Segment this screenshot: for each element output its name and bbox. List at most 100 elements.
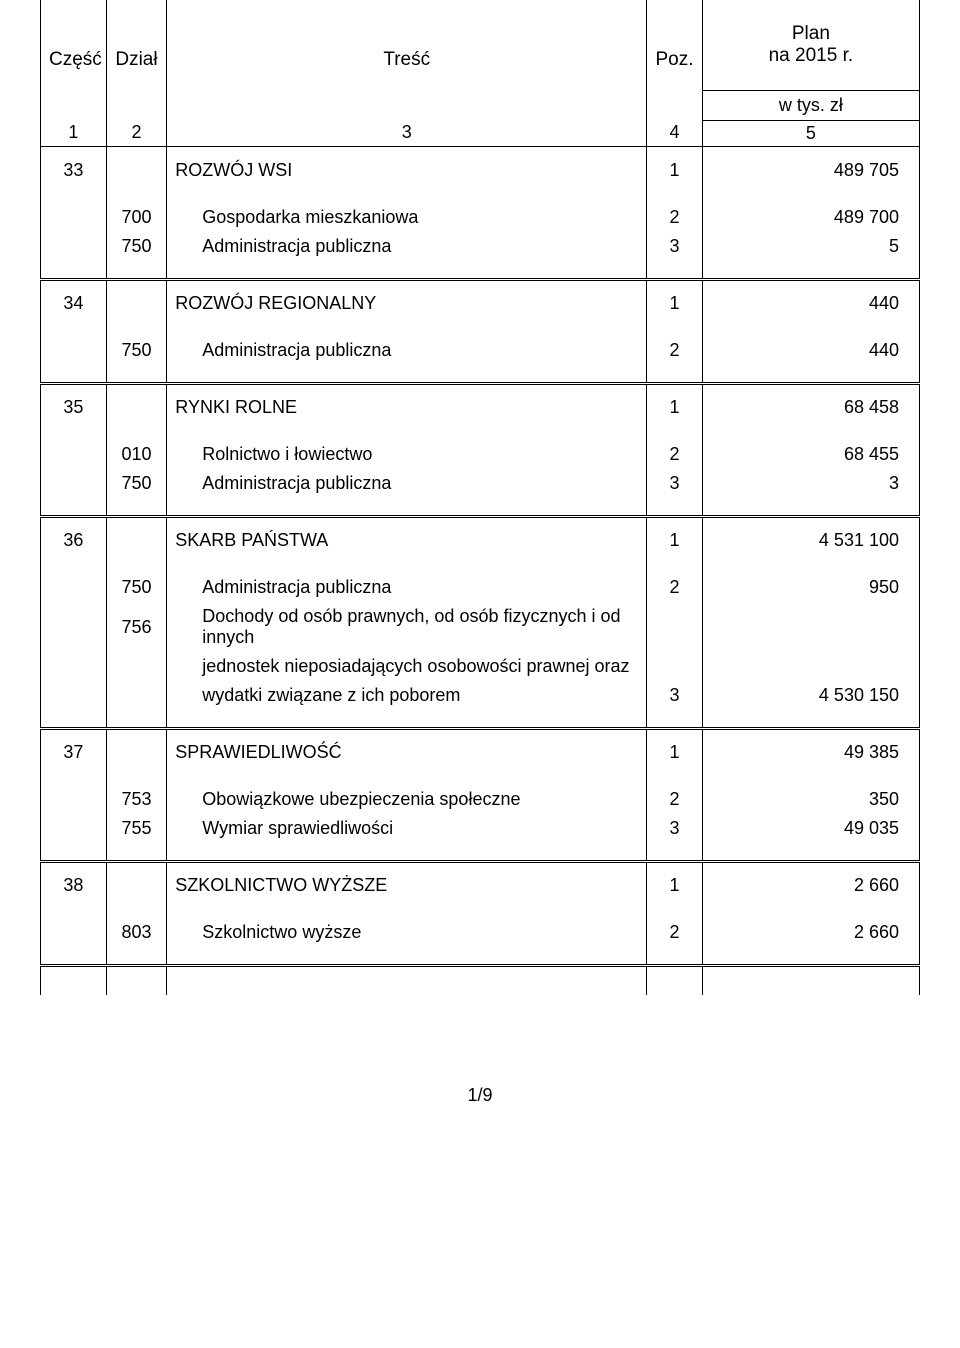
spacer-cell (106, 261, 167, 279)
spacer-cell (106, 900, 167, 918)
spacer-cell (167, 900, 647, 918)
section-dzial (106, 289, 167, 318)
row-plan: 4 530 150 (702, 681, 919, 710)
spacer-cell (167, 843, 647, 861)
section-bottom-spacer (41, 947, 920, 965)
row-czesc (41, 785, 107, 814)
spacer-cell (41, 767, 107, 785)
spacer-cell (647, 383, 703, 393)
spacer-cell (647, 365, 703, 383)
table-row: 755Wymiar sprawiedliwości349 035 (41, 814, 920, 843)
spacer-cell (647, 728, 703, 738)
section-gap (41, 318, 920, 336)
spacer-cell (41, 843, 107, 861)
row-dzial: 750 (106, 573, 167, 602)
row-czesc (41, 602, 107, 652)
section-dzial (106, 738, 167, 767)
spacer-cell (41, 318, 107, 336)
spacer-cell (41, 861, 107, 871)
row-czesc (41, 918, 107, 947)
spacer-cell (106, 383, 167, 393)
spacer-cell (702, 261, 919, 279)
section-title: ROZWÓJ WSI (167, 156, 647, 185)
spacer-cell (106, 947, 167, 965)
spacer-cell (702, 422, 919, 440)
spacer-cell (702, 861, 919, 871)
budget-table: Część Dział Treść Poz. Plan na 2015 r. w… (40, 0, 920, 995)
section-gap (41, 900, 920, 918)
spacer-cell (702, 900, 919, 918)
row-poz: 2 (647, 573, 703, 602)
spacer-cell (106, 843, 167, 861)
row-plan: 350 (702, 785, 919, 814)
spacer-cell (647, 498, 703, 516)
row-plan: 49 035 (702, 814, 919, 843)
header-row: Część Dział Treść Poz. Plan na 2015 r. (41, 0, 920, 90)
spacer-cell (702, 498, 919, 516)
row-dzial: 750 (106, 469, 167, 498)
section-poz: 1 (647, 156, 703, 185)
section-plan: 49 385 (702, 738, 919, 767)
spacer-cell (167, 185, 647, 203)
row-czesc (41, 469, 107, 498)
spacer-cell (647, 947, 703, 965)
row-dzial: 010 (106, 440, 167, 469)
table-row: 803Szkolnictwo wyższe22 660 (41, 918, 920, 947)
page: Część Dział Treść Poz. Plan na 2015 r. w… (0, 0, 960, 995)
section-spacer (41, 383, 920, 393)
row-dzial: 755 (106, 814, 167, 843)
row-tresc: Administracja publiczna (167, 232, 647, 261)
section-gap (41, 555, 920, 573)
colnum-4: 4 (647, 120, 703, 146)
spacer-cell (106, 146, 167, 156)
section-czesc: 38 (41, 871, 107, 900)
spacer-cell (41, 947, 107, 965)
row-plan: 3 (702, 469, 919, 498)
col-header-czesc: Część (41, 0, 107, 120)
section-poz: 1 (647, 393, 703, 422)
row-dzial (106, 681, 167, 710)
colnum-1: 1 (41, 120, 107, 146)
row-czesc (41, 336, 107, 365)
spacer-cell (647, 710, 703, 728)
row-tresc: Dochody od osób prawnych, od osób fizycz… (167, 602, 647, 652)
row-tresc: Rolnictwo i łowiectwo (167, 440, 647, 469)
spacer-cell (167, 555, 647, 573)
spacer-cell (702, 365, 919, 383)
spacer-cell (647, 516, 703, 526)
trailing-cell (167, 965, 647, 995)
spacer-cell (41, 185, 107, 203)
section-plan: 2 660 (702, 871, 919, 900)
spacer-cell (647, 861, 703, 871)
section-plan: 68 458 (702, 393, 919, 422)
section-dzial (106, 526, 167, 555)
spacer-cell (41, 422, 107, 440)
page-footer: 1/9 (0, 1085, 960, 1106)
row-tresc: Szkolnictwo wyższe (167, 918, 647, 947)
table-row: 756Dochody od osób prawnych, od osób fiz… (41, 602, 920, 652)
section-bottom-spacer (41, 498, 920, 516)
spacer-cell (702, 279, 919, 289)
table-row: 750Administracja publiczna33 (41, 469, 920, 498)
section-title: SZKOLNICTWO WYŻSZE (167, 871, 647, 900)
spacer-cell (41, 279, 107, 289)
row-poz: 3 (647, 814, 703, 843)
section-bottom-spacer (41, 365, 920, 383)
spacer-cell (167, 422, 647, 440)
spacer-cell (41, 261, 107, 279)
section-poz: 1 (647, 738, 703, 767)
row-dzial: 753 (106, 785, 167, 814)
column-numbers-row: 1 2 3 4 5 (41, 120, 920, 146)
row-poz: 3 (647, 681, 703, 710)
spacer-cell (647, 555, 703, 573)
spacer-cell (647, 767, 703, 785)
spacer-cell (41, 710, 107, 728)
row-dzial: 750 (106, 336, 167, 365)
section-spacer (41, 861, 920, 871)
section-czesc: 33 (41, 156, 107, 185)
spacer-cell (647, 422, 703, 440)
row-czesc (41, 440, 107, 469)
row-tresc: Obowiązkowe ubezpieczenia społeczne (167, 785, 647, 814)
section-gap (41, 767, 920, 785)
section-dzial (106, 156, 167, 185)
